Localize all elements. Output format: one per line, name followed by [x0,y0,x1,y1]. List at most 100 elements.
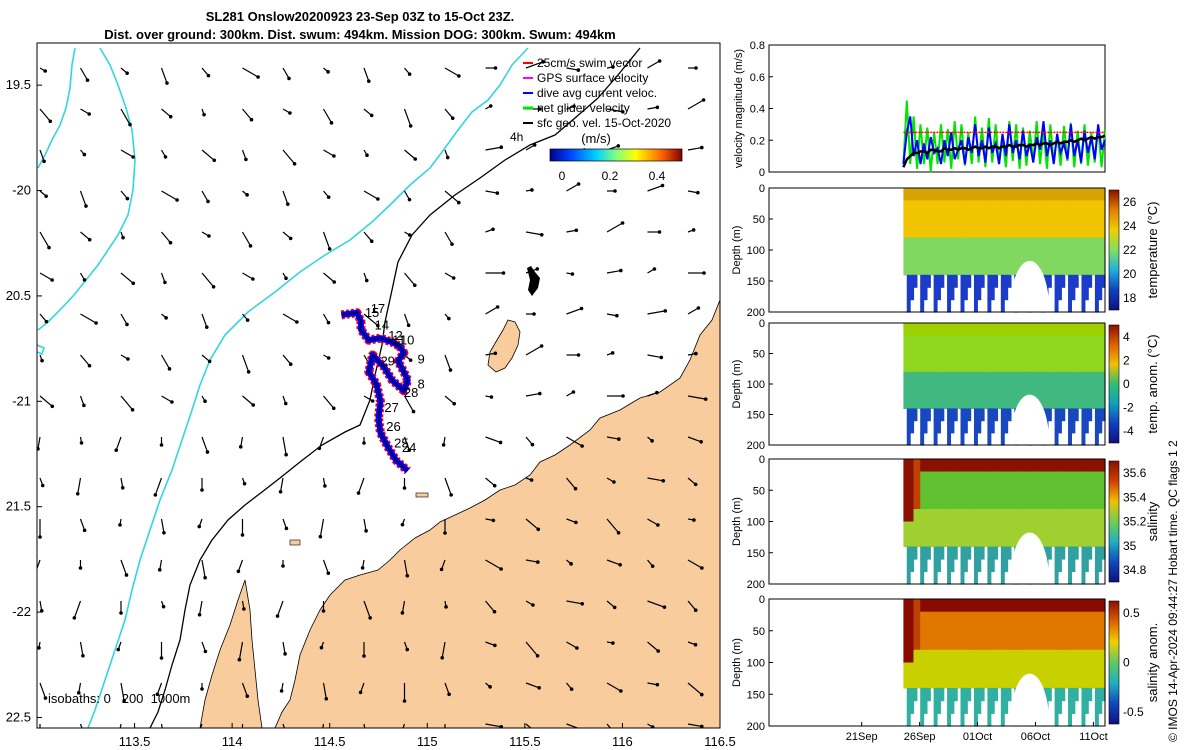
colorbar-tick-label: 35 [1123,539,1137,553]
velocity-axis-label: velocity magnitude (m/s) [733,49,745,168]
timeseries-panels: 0 0.2 0.4 0.6 0.8 velocity magnitude (m/s) 0 50… [731,40,1160,743]
date-tick-label: 21Sep [846,731,878,743]
day-label: 10 [400,332,414,347]
date-tick-label: 11Oct [1079,731,1108,743]
colorbar-title: (m/s) [581,131,611,146]
glider-track [340,308,413,475]
depth-tick-label: 200 [747,721,765,733]
colorbar-tick-label: 18 [1123,291,1137,305]
day-label: 28 [404,385,418,400]
colorbar-tick-label: 2 [1123,354,1130,368]
depth-tick-label: 150 [747,689,765,701]
date-tick-label: 01Oct [963,731,992,743]
day-label: 25 [394,436,408,451]
section-colorbar [1108,460,1120,583]
day-label: 17 [371,301,385,316]
y-tick-label: -20 [12,183,31,198]
day-label: 26 [386,419,400,434]
section-panel-salinity: 0 50 100 150 200 Depth (m) 35.6 35.4 35.2 35 34.8 s… [731,454,1160,591]
colorbar-tick-label: -4 [1123,424,1134,438]
colorbar-tick-label: 35.4 [1123,490,1147,504]
colorbar-tick: 0 [559,169,566,183]
legend-swim: 25cm/s swim vector [537,56,642,70]
depth-tick-label: 150 [747,276,765,288]
velocity-tick-label: 0.8 [750,40,765,52]
depth-tick-label: 150 [747,410,765,422]
colorbar-tick-label: 20 [1123,267,1137,281]
x-tick-label: 116.5 [704,734,736,749]
depth-tick-label: 0 [759,183,765,195]
day-label: 27 [384,400,398,415]
x-tick-label: 114 [222,734,243,749]
legend-dive: dive avg current veloc. [537,86,657,100]
colorbar-tick-label: 35.2 [1123,515,1147,529]
depth-tick-label: 200 [747,440,765,452]
day-label: 12 [388,328,402,343]
colorbar-tick: 0.2 [602,169,619,183]
legend-gps: GPS surface velocity [537,71,648,85]
depth-tick-label: 100 [747,517,765,529]
colorbar-label: temperature (°C) [1145,202,1160,299]
y-tick-label: -21 [12,393,31,408]
day-label: 14 [375,318,389,333]
day-label: 8 [418,377,425,392]
day-label: 15 [365,305,379,320]
copyright-note: © IMOS 14-Apr-2024 09:44:27 Hobart time.… [1166,440,1180,742]
date-tick-label: 26Sep [904,731,936,743]
depth-tick-label: 100 [747,658,765,670]
y-tick-label: 22.5 [6,709,31,724]
land-mainland [274,299,720,728]
legend-net: net glider velocity [537,101,630,115]
colorbar-tick-label: 26 [1123,195,1137,209]
depth-tick-label: 0 [759,594,765,606]
colorbar-tick-label: 0 [1123,656,1130,670]
depth-tick-label: 50 [753,626,765,638]
y-tick-label: 20.5 [6,288,31,303]
speed-colorbar [549,148,683,162]
colorbar-tick-label: -2 [1123,401,1134,415]
date-tick-label: 06Oct [1021,731,1050,743]
day-label: 9 [418,351,425,366]
depth-axis-label: Depth (m) [731,638,743,687]
colorbar-tick-label: 24 [1123,219,1137,233]
section-panel-anomaly: 0 50 100 150 200 Depth (m) 4 2 0 -2 -4 temp. anom. … [731,318,1160,452]
isobath-note: isobaths: 0 200 1000m [48,691,190,706]
land-cape [199,579,263,728]
colorbar-tick-label: 22 [1123,243,1137,257]
map-legend: 25cm/s swim vector GPS surface velocity … [510,56,683,183]
velocity-series-line [902,116,1106,165]
velocity-tick-label: 0.2 [750,135,765,147]
depth-tick-label: 100 [747,245,765,257]
velocity-tick-label: 0 [759,167,765,179]
current-vector-field [37,59,708,728]
day-label: 29 [380,353,394,368]
colorbar-tick-label: 4 [1123,330,1130,344]
depth-tick-label: 150 [747,548,765,560]
x-tick-label: 115.5 [509,734,541,749]
velocity-tick-label: 0.6 [750,72,765,84]
x-tick-label: 114.5 [314,734,346,749]
x-tick-label: 116 [612,734,633,749]
depth-axis-label: Depth (m) [731,360,743,409]
colorbar-tick-label: -0.5 [1123,705,1144,719]
section-panel-temperature: 0 50 100 150 200 Depth (m) 26 24 22 20 18 temperatu… [731,183,1160,319]
legend-geo: sfc geo. vel. 15-Oct-2020 [537,116,671,130]
colorbar-label: salinity anom. [1145,623,1160,702]
depth-tick-label: 200 [747,579,765,591]
depth-tick-label: 0 [759,454,765,466]
x-tick-label: 115 [417,734,438,749]
x-tick-label: 113.5 [119,734,151,749]
depth-tick-label: 100 [747,379,765,391]
depth-axis-label: Depth (m) [731,497,743,546]
colorbar-label: temp. anom. (°C) [1145,334,1160,433]
colorbar-tick-label: 0 [1123,377,1130,391]
land-island [487,319,521,373]
depth-tick-label: 200 [747,307,765,319]
map-axis-ticks: 113.5 114 114.5 115 115.5 116 116.5 19.5 -20 20.5… [6,77,736,749]
isobath-1000m [87,47,529,728]
depth-axis-label: Depth (m) [731,226,743,275]
depth-tick-label: 50 [753,485,765,497]
